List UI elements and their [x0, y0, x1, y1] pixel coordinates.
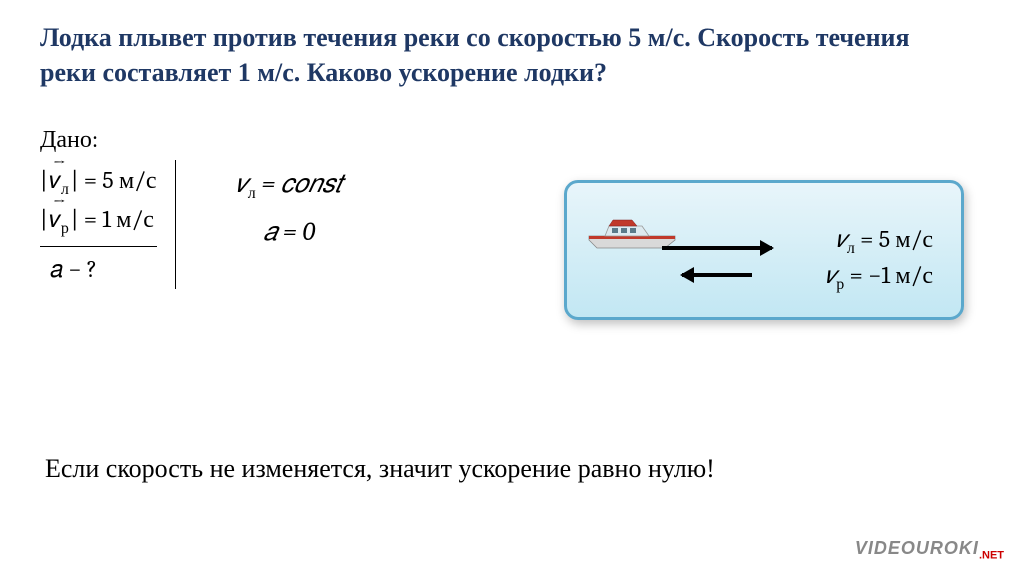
- dvb-val: = 5 м/с: [855, 225, 933, 253]
- sol-v: 𝑣: [236, 169, 248, 199]
- given-v-river: |𝑣р| = 1 м/с: [40, 205, 157, 247]
- boat-velocity-arrow: [662, 246, 772, 250]
- watermark-suffix: .NET: [979, 550, 1004, 562]
- solution-line1: 𝑣л = 𝑐𝑜𝑛𝑠𝑡: [236, 169, 343, 203]
- dvb-sym: 𝑣: [836, 225, 847, 253]
- given-box: |𝑣л| = 5 м/с |𝑣р| = 1 м/с 𝑎 − ?: [40, 160, 176, 289]
- conclusion-text: Если скорость не изменяется, значит уско…: [45, 454, 715, 484]
- dvr-val: = −1 м/с: [844, 261, 933, 289]
- v-river-value: = 1 м/с: [84, 205, 154, 233]
- problem-title: Лодка плывет против течения реки со скор…: [40, 20, 960, 90]
- watermark: VIDEOUROKI.NET: [855, 538, 1004, 562]
- solution-block: 𝑣л = 𝑐𝑜𝑛𝑠𝑡 𝑎 = 0: [236, 155, 343, 262]
- given-question: 𝑎 − ?: [40, 255, 157, 283]
- diagram-panel: 𝑣л = 5 м/с 𝑣р = −1 м/с: [564, 180, 964, 320]
- river-velocity-arrow: [682, 273, 752, 277]
- watermark-main: VIDEOUROKI: [855, 538, 979, 558]
- v-boat-value: = 5 м/с: [84, 166, 157, 194]
- diagram-v-boat-label: 𝑣л = 5 м/с: [836, 225, 933, 258]
- given-block: Дано: |𝑣л| = 5 м/с |𝑣р| = 1 м/с 𝑎 − ?: [40, 125, 176, 289]
- sol-const: = 𝑐𝑜𝑛𝑠𝑡: [256, 169, 343, 199]
- solution-line2: 𝑎 = 0: [236, 217, 343, 248]
- given-label: Дано:: [40, 125, 176, 154]
- diagram-v-river-label: 𝑣р = −1 м/с: [825, 261, 933, 294]
- dvr-sym: 𝑣: [825, 261, 836, 289]
- dvb-sub: л: [847, 239, 855, 257]
- sol-v-sub: л: [248, 184, 256, 202]
